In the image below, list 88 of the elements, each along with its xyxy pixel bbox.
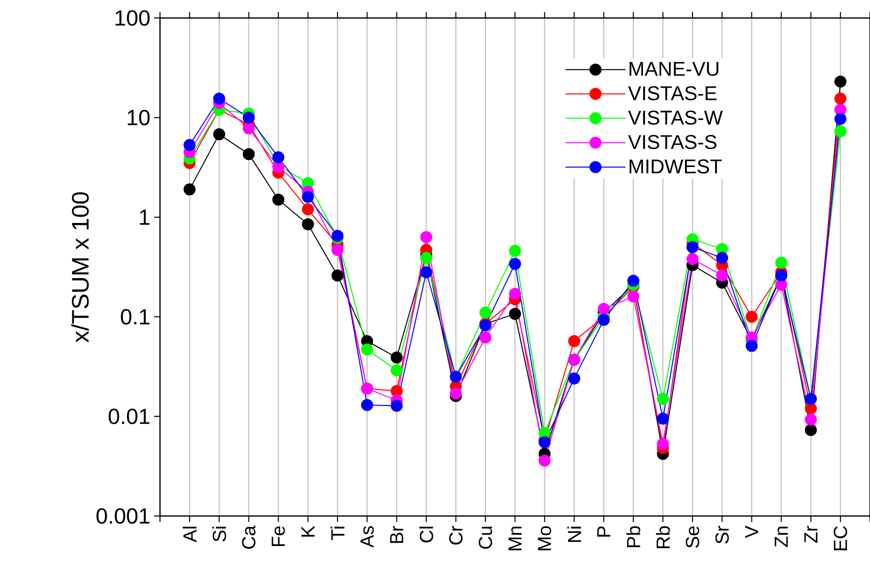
x-tick-label: Pb — [626, 526, 640, 548]
y-tick-label: 100 — [116, 10, 150, 26]
x-tick-label: Fe — [272, 526, 285, 546]
point — [627, 274, 640, 287]
point — [302, 218, 314, 230]
point — [775, 256, 788, 269]
point — [390, 364, 403, 376]
x-tick-label: Al — [182, 526, 196, 542]
point — [302, 203, 314, 216]
point — [568, 372, 580, 385]
point — [184, 183, 196, 196]
point — [509, 288, 522, 300]
point — [332, 269, 344, 282]
x-tick-label: V — [745, 526, 758, 538]
point — [538, 454, 551, 467]
point — [686, 241, 699, 254]
x-tick-label: Zr — [804, 526, 818, 543]
point — [598, 314, 610, 326]
point — [479, 306, 492, 319]
point — [834, 76, 846, 88]
point — [834, 92, 846, 105]
x-tick-label: Ca — [242, 526, 256, 549]
point — [716, 269, 728, 282]
legend-label: VISTAS-E — [628, 86, 716, 100]
x-tick-label: Zn — [774, 526, 788, 547]
point — [746, 310, 758, 323]
x-tick-label: Se — [686, 526, 700, 548]
point — [242, 122, 255, 134]
x-tick-label: P — [597, 526, 610, 537]
point — [272, 151, 284, 164]
y-tick-label: 0.1 — [120, 309, 150, 325]
point — [509, 308, 522, 320]
point — [242, 112, 255, 124]
point — [834, 125, 846, 138]
point — [420, 231, 432, 244]
legend-label: MANE-VU — [630, 62, 718, 76]
y-tick-label: 0.01 — [108, 408, 150, 424]
point — [302, 190, 314, 203]
point — [538, 436, 551, 448]
point — [361, 343, 374, 356]
point — [746, 340, 758, 352]
point — [804, 424, 817, 436]
x-tick-label: Mo — [538, 526, 552, 550]
point — [568, 335, 580, 348]
point — [627, 290, 640, 302]
point — [598, 302, 610, 315]
x-tick-label: Rb — [656, 526, 670, 548]
point — [420, 266, 432, 278]
point — [509, 244, 522, 257]
x-tick-label: Cu — [478, 526, 492, 549]
point — [332, 244, 344, 256]
point — [656, 438, 669, 450]
x-tick-label: K — [301, 526, 314, 537]
point — [686, 253, 699, 266]
point — [656, 412, 669, 425]
point — [450, 387, 462, 400]
y-tick-label: 0.001 — [96, 508, 150, 524]
x-tick-label: Ni — [567, 526, 582, 542]
point — [272, 194, 284, 206]
x-tick-label: Sr — [715, 526, 729, 544]
point — [184, 139, 196, 152]
point — [479, 331, 492, 344]
point — [420, 252, 432, 264]
point — [390, 400, 403, 412]
x-tick-label: Ti — [330, 526, 344, 540]
point — [656, 392, 669, 405]
point — [361, 399, 374, 412]
point — [242, 148, 255, 160]
y-axis-title: x/TSUM x 100 — [71, 192, 89, 342]
y-tick-label: 10 — [128, 110, 150, 126]
point — [804, 414, 817, 426]
x-tick-label: Cr — [449, 526, 463, 545]
x-tick-label: Cl — [419, 526, 434, 542]
x-tick-label: As — [360, 526, 374, 548]
point — [834, 112, 846, 125]
point — [716, 252, 728, 264]
y-tick-label: 1 — [140, 210, 150, 225]
point — [213, 128, 226, 140]
point — [213, 92, 226, 105]
legend-label: VISTAS-W — [628, 110, 723, 125]
legend-label: MIDWEST — [630, 159, 722, 174]
x-tick-label: Mn — [508, 526, 522, 550]
x-tick-label: EC — [834, 526, 848, 550]
point — [390, 352, 403, 364]
legend-label: VISTAS-S — [628, 134, 716, 150]
x-tick-label: Br — [390, 526, 404, 543]
point — [509, 258, 522, 270]
x-tick-label: Si — [212, 526, 226, 542]
